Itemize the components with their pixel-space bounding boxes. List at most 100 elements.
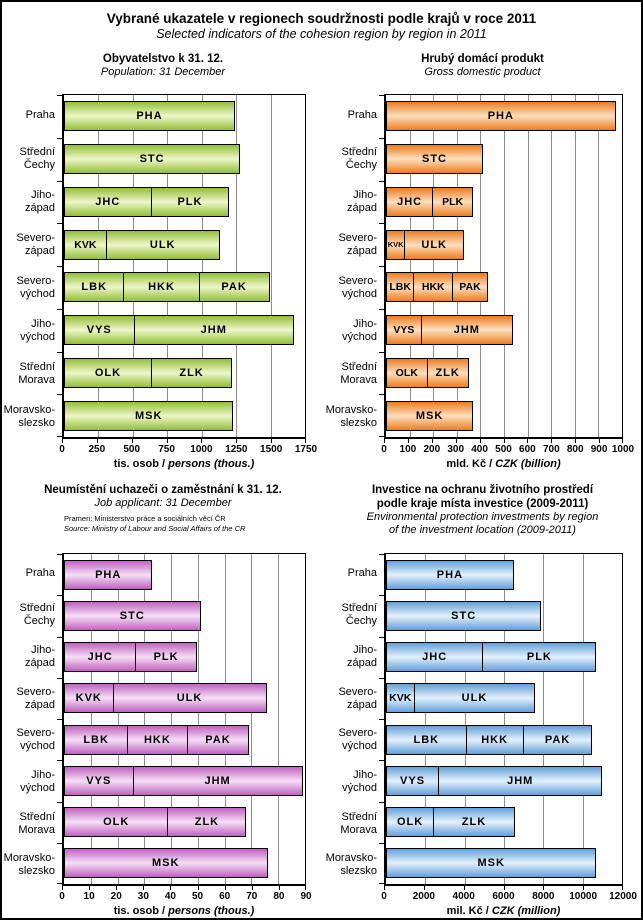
bar-row: PHA xyxy=(64,554,305,595)
x-axis-tick xyxy=(305,439,306,443)
x-axis-tick xyxy=(527,439,529,443)
category-label-line: Severo- xyxy=(16,231,55,244)
category-label-line: slezsko xyxy=(18,865,55,878)
gridline xyxy=(224,554,226,884)
category-label-line: Střední xyxy=(19,145,55,158)
category-label: Jiho-západ xyxy=(324,180,384,223)
bar-segment-STC: STC xyxy=(64,144,241,175)
chart-subtitle: Environmental protection investments by … xyxy=(366,511,599,523)
x-axis-tick xyxy=(96,439,98,443)
bar-segment-label: OLK xyxy=(396,816,424,829)
chart-subtitle: Job applicant: 31 December xyxy=(94,497,232,509)
x-axis-tick xyxy=(251,886,253,890)
x-axis-area: 0 10 20 30 40 50 60 70 80 90 tis. osob / persons (… xyxy=(59,886,312,918)
category-label-line: Severo- xyxy=(16,685,55,698)
stacked-bar: JHC PLK xyxy=(386,642,622,673)
category-label-line: západ xyxy=(25,657,55,670)
x-axis-tick xyxy=(543,886,545,890)
bar-segment-VYS: VYS xyxy=(64,765,134,796)
chart-subtitle: Population: 31 December xyxy=(100,66,226,78)
x-axis-tick-label: 10000 xyxy=(569,891,598,902)
bar-segment-label: PHA xyxy=(136,110,163,123)
category-label-line: východ xyxy=(342,740,377,753)
bar-segment-ULK: ULK xyxy=(105,229,220,260)
chart-plot-block: Praha Střední Čechy Jiho-západ Severo-západ S… xyxy=(2,553,324,886)
bar-segment-STC: STC xyxy=(64,600,201,631)
gridline xyxy=(480,95,482,437)
x-axis-tick xyxy=(278,886,280,890)
bar-segment-ZLK: ZLK xyxy=(150,357,233,388)
bar-segment-JHC: JHC xyxy=(386,186,434,217)
category-label-line: východ xyxy=(20,288,55,301)
x-axis-spacer xyxy=(324,886,384,918)
stacked-bar: VYS JHM xyxy=(386,315,622,346)
category-label: Severo-západ xyxy=(324,678,384,720)
bar-segment-label: LBK xyxy=(413,733,440,746)
bar-segment-JHC: JHC xyxy=(64,186,152,217)
bar-row: PHA xyxy=(386,95,622,138)
bar-row: KVK ULK xyxy=(64,678,305,719)
x-axis-title-en: CZK (billion) xyxy=(495,458,561,470)
y-axis-tick xyxy=(379,266,384,267)
stacked-bar: KVK ULK xyxy=(64,683,305,714)
bar-segment-label: KVK xyxy=(75,692,102,705)
y-axis-tick xyxy=(379,137,384,139)
bar-segment-KVK: KVK xyxy=(386,229,406,260)
bar-segment-label: JHC xyxy=(95,195,121,208)
chart-header: Obyvatelstvo k 31. 12. Population: 31 Dec… xyxy=(2,52,324,86)
charts-grid: Obyvatelstvo k 31. 12. Population: 31 Dec… xyxy=(2,44,641,918)
bar-segment-PLK: PLK xyxy=(432,186,473,217)
category-label-line: Střední xyxy=(19,602,55,615)
bar-row: VYS JHM xyxy=(386,309,622,352)
category-label-line: Čechy xyxy=(23,158,55,171)
y-axis-labels: Praha Střední Čechy Jiho-západ Severo-západ S… xyxy=(324,553,384,886)
stacked-bar: JHC PLK xyxy=(386,186,622,217)
category-label-line: Severo- xyxy=(338,231,377,244)
page-title: Vybrané ukazatele v regionech soudržnost… xyxy=(106,11,537,26)
bar-segment-label: VYS xyxy=(400,774,426,787)
bar-segment-KVK: KVK xyxy=(64,229,107,260)
bar-segment-label: JHC xyxy=(397,195,423,208)
bar-segment-label: HKK xyxy=(481,733,509,746)
bar-row: JHC PLK xyxy=(386,637,622,678)
x-axis-tick-label: 8000 xyxy=(532,891,555,902)
category-label-line: Střední xyxy=(341,810,377,823)
category-label-line: Severo- xyxy=(338,685,377,698)
bar-segment-ULK: ULK xyxy=(404,229,465,260)
bar-segment-label: ULK xyxy=(461,692,488,705)
category-label-line: Jiho- xyxy=(31,768,55,781)
stacked-bar: MSK xyxy=(386,400,622,431)
bar-segment-ULK: ULK xyxy=(112,683,267,714)
bar-segment-STC: STC xyxy=(386,600,542,631)
category-label: Praha xyxy=(324,94,384,137)
category-label-line: Severo- xyxy=(16,727,55,740)
x-axis-tick-label: 1500 xyxy=(260,444,283,455)
bar-segment-label: OLK xyxy=(103,816,130,829)
bar-row: LBK HKK PAK xyxy=(386,719,622,760)
x-axis-tick xyxy=(575,439,577,443)
bar-segment-JHC: JHC xyxy=(64,642,137,673)
bar-segment-JHM: JHM xyxy=(420,315,513,346)
y-axis-tick xyxy=(379,308,384,310)
x-axis-tick-label: 200 xyxy=(423,444,441,455)
stacked-bar: STC xyxy=(64,600,305,631)
x-axis-tick-label: 0 xyxy=(59,891,65,902)
bar-row: LBK HKK PAK xyxy=(64,719,305,760)
bar-segment-HKK: HKK xyxy=(127,724,188,755)
bar-segment-KVK: KVK xyxy=(386,683,415,714)
gridline xyxy=(171,554,173,884)
gridline xyxy=(409,95,411,437)
y-axis-tick xyxy=(57,595,62,597)
category-label: Severo-východ xyxy=(2,720,62,762)
x-axis-tick-label: 0 xyxy=(381,891,387,902)
category-label: Střední Morava xyxy=(324,803,384,845)
bar-segment-PAK: PAK xyxy=(198,272,270,303)
bar-row: STC xyxy=(386,138,622,181)
category-label-line: západ xyxy=(347,657,377,670)
category-label-line: Moravsko- xyxy=(3,404,55,417)
bar-segment-PHA: PHA xyxy=(64,559,153,590)
bar-segment-PHA: PHA xyxy=(386,559,514,590)
category-label-line: Praha xyxy=(347,567,377,580)
stacked-bar: JHC PLK xyxy=(64,642,305,673)
x-axis-tick-label: 4000 xyxy=(452,891,475,902)
